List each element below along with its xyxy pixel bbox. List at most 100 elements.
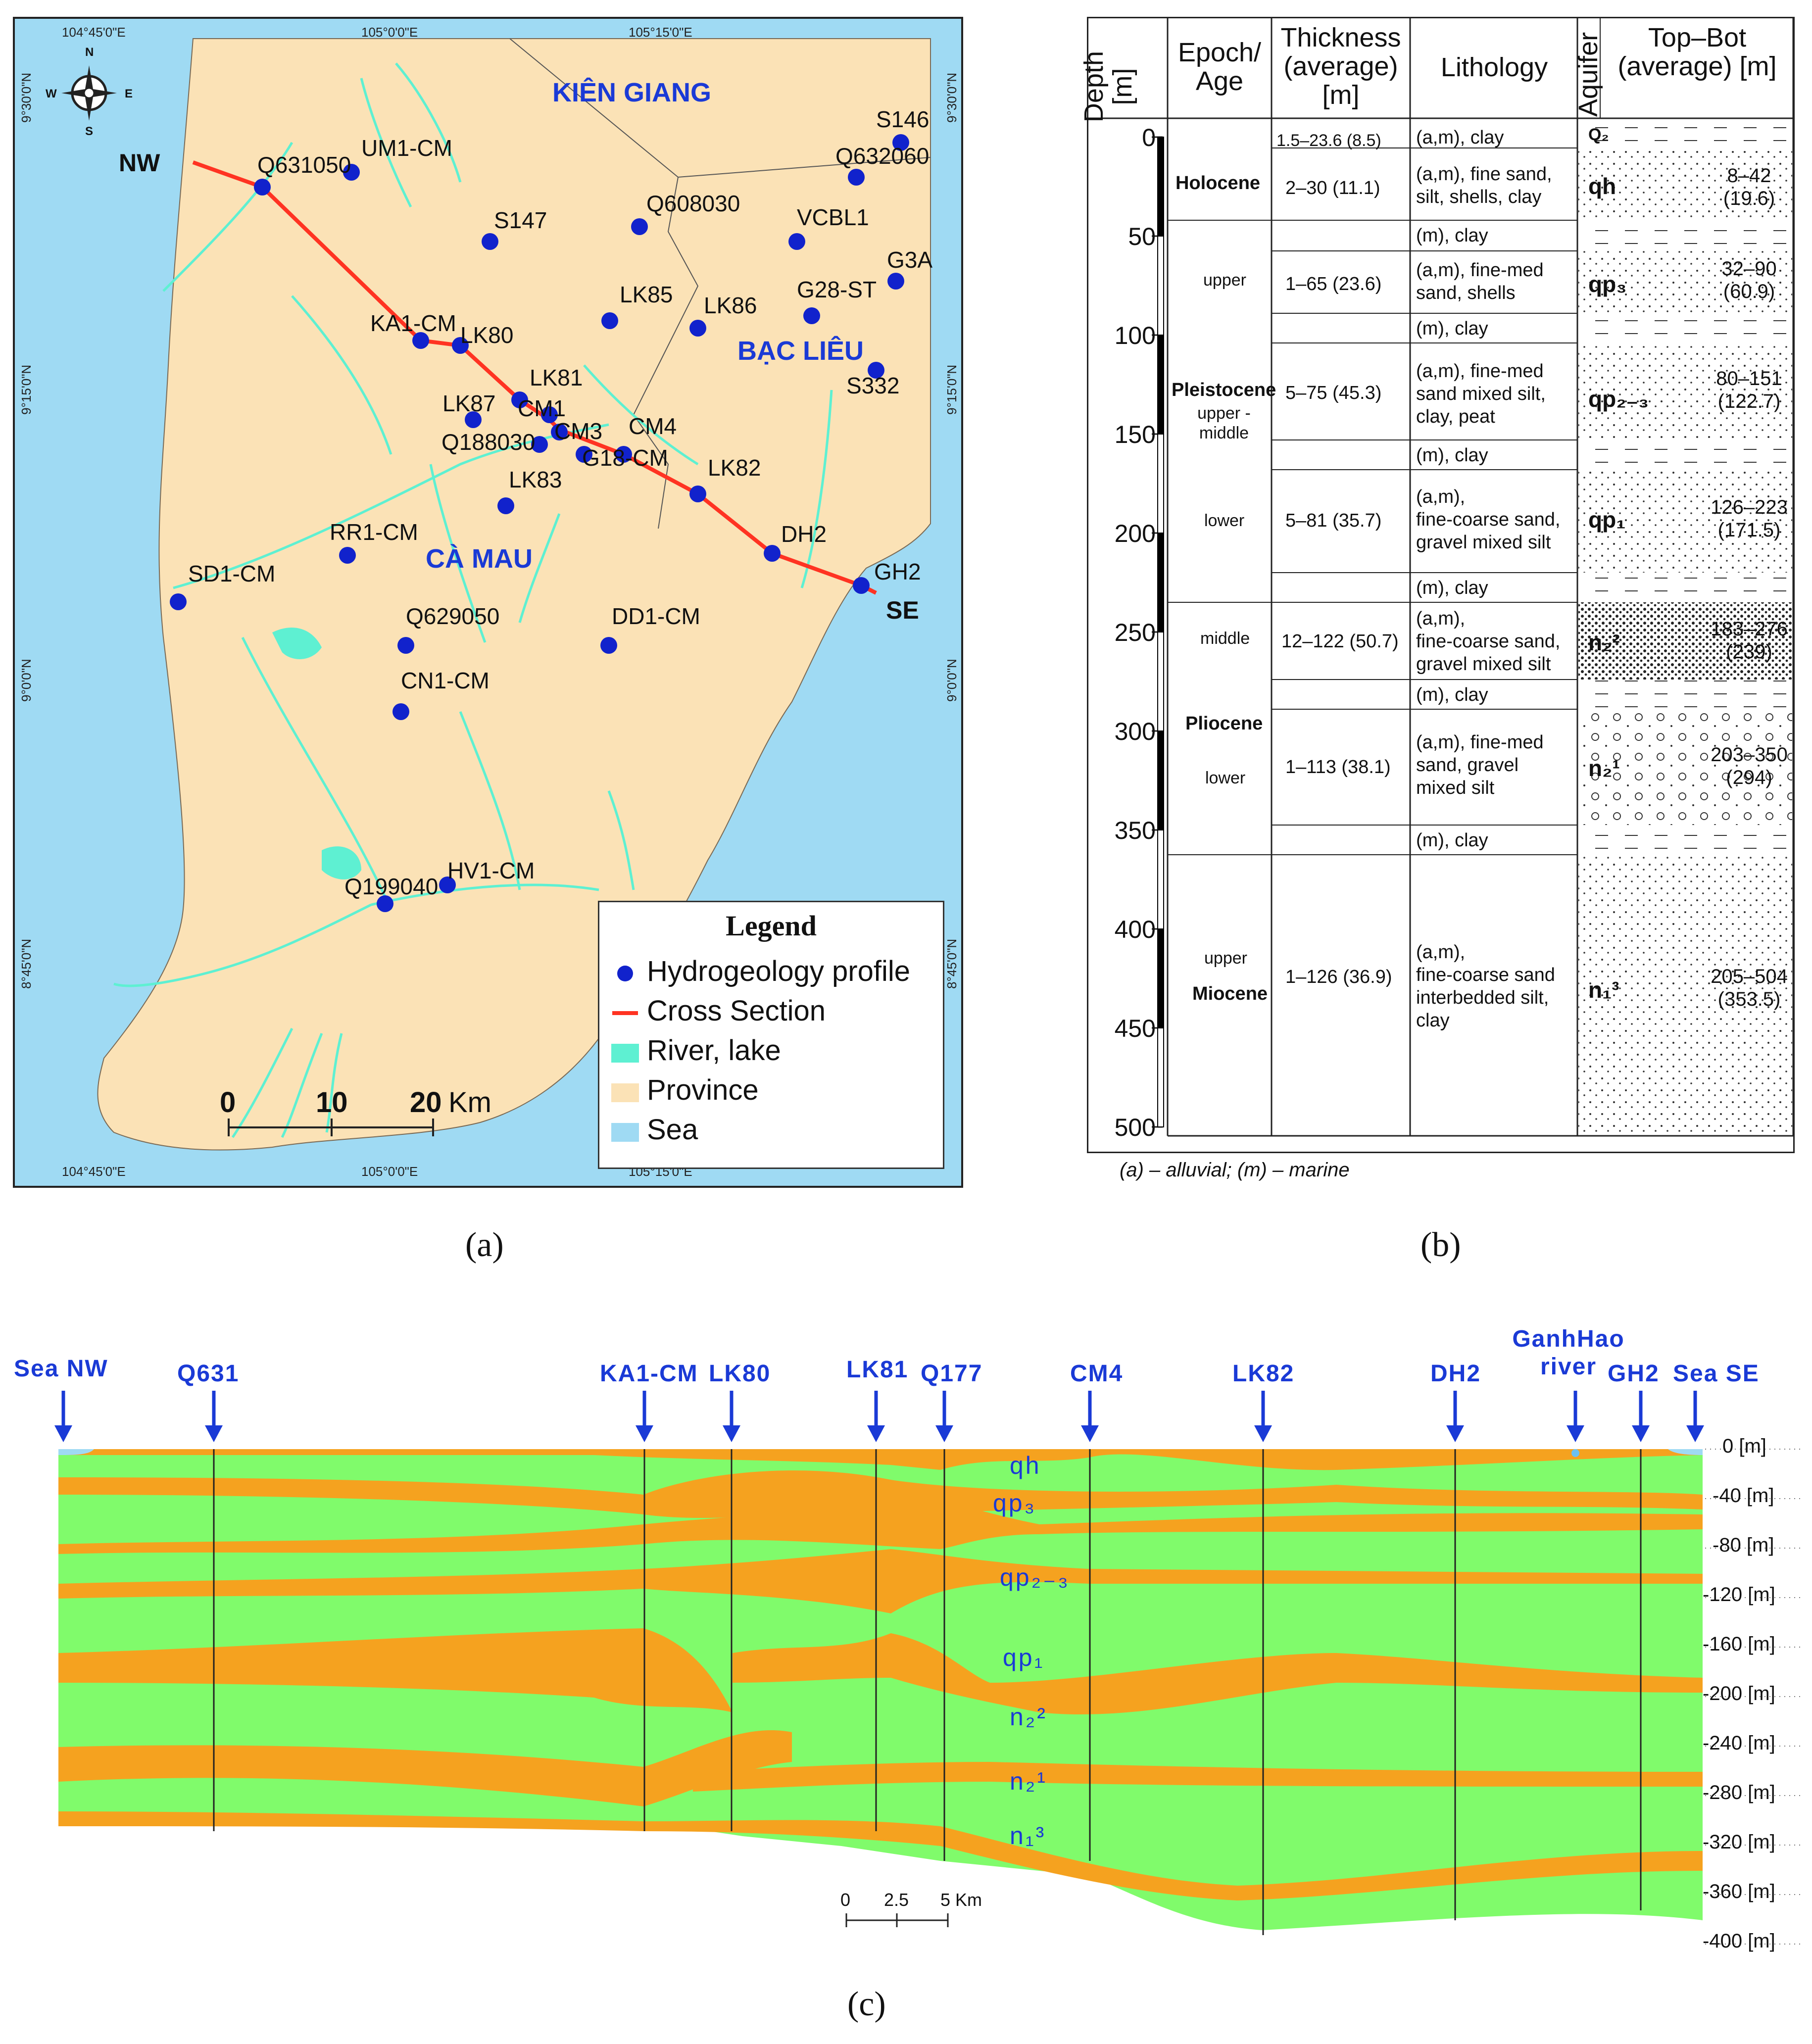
thickness-n21: 1–113 (38.1)	[1285, 757, 1391, 778]
litho-clay	[1578, 440, 1792, 470]
lithology-line: mixed silt	[1416, 778, 1495, 798]
section-aquifer-qh: qh	[1010, 1452, 1041, 1479]
depth-scale-segment	[1157, 137, 1164, 237]
aquifer-n22: n₂²	[1588, 630, 1620, 655]
coord-bottom-1: 104°45'0"E	[62, 1164, 126, 1179]
compass-w: W	[46, 87, 57, 100]
band-qp23-upper	[58, 1485, 1703, 1554]
section-depth-label: -120 [m]	[1703, 1584, 1775, 1606]
province-label-kiengiang: KIÊN GIANG	[552, 78, 712, 107]
depth-tick: 100	[1114, 322, 1156, 349]
well-marker	[497, 497, 514, 514]
well-markers	[170, 134, 909, 912]
lithology-line: (a,m),	[1416, 942, 1466, 963]
well-label: LK82	[708, 455, 761, 481]
section-label-sea-nw: Sea NW	[14, 1356, 108, 1382]
map-panel: 104°45'0"E 105°0'0"E 105°15'0"E 104°45'0…	[13, 17, 963, 1188]
header-aquifer: Aquifer	[1573, 32, 1603, 117]
header-thickness: Thickness (average) [m]	[1280, 23, 1401, 110]
litho-n21	[1578, 709, 1792, 825]
ganhhao-river-mark	[1571, 1449, 1579, 1457]
well-marker	[689, 486, 706, 502]
thickness-n22: 12–122 (50.7)	[1281, 631, 1399, 652]
down-arrow-head	[1632, 1425, 1650, 1442]
well-label: G18-CM	[582, 445, 668, 471]
lithology-line: sand mixed silt,	[1416, 384, 1546, 404]
range-average: (294)	[1726, 767, 1772, 788]
section-depth-label: -240 [m]	[1703, 1732, 1775, 1754]
down-arrow-head	[54, 1425, 72, 1442]
well-marker	[848, 169, 865, 186]
legend-item-province: Province	[647, 1074, 759, 1106]
range-average: (60.9)	[1723, 281, 1775, 302]
depth-tick: 450	[1114, 1015, 1156, 1042]
down-arrow-head	[1686, 1425, 1704, 1442]
map-legend: Legend Hydrogeology profile Cross Sectio…	[598, 901, 944, 1169]
down-arrow-head	[935, 1425, 953, 1442]
sea-se	[1668, 1449, 1703, 1455]
well-label: UM1-CM	[361, 135, 452, 161]
depth-tick: 0	[1142, 124, 1156, 151]
alluvial-marine-note: (a) – alluvial; (m) – marine	[1120, 1159, 1350, 1181]
lithology-line: (m), clay	[1416, 318, 1488, 339]
depth-tick: 400	[1114, 916, 1156, 943]
section-aquifer-n13: n₁³	[1010, 1822, 1046, 1849]
well-label: Q631050	[257, 152, 351, 178]
well-label: G3A	[887, 247, 933, 273]
lithology-line: (a,m),	[1416, 608, 1466, 629]
litho-qp3	[1578, 251, 1792, 313]
section-well-lines	[213, 1449, 1642, 1935]
cross-section-line	[192, 160, 877, 595]
down-arrow-head	[636, 1425, 653, 1442]
band-qp1-west	[58, 1628, 733, 1712]
lithology-line: (m), clay	[1416, 684, 1488, 705]
thickness-qh: 2–30 (11.1)	[1285, 178, 1380, 198]
well-label: S147	[494, 207, 547, 233]
lake-shape	[272, 628, 322, 659]
section-depth-label: -200 [m]	[1703, 1683, 1775, 1704]
range-top-bot: 183–276	[1711, 618, 1788, 640]
litho-clay	[1578, 680, 1792, 709]
boundary-baclieu	[633, 177, 699, 529]
well-label: S332	[846, 373, 900, 398]
range-average: (171.5)	[1717, 519, 1781, 541]
well-marker	[482, 233, 498, 250]
well-label: CM1	[518, 395, 566, 421]
coord-right-3: 9°0'0"N	[944, 659, 959, 702]
section-label-gh2: GH2	[1608, 1361, 1660, 1387]
section-label-q631: Q631	[177, 1361, 240, 1387]
thickness-q2: 1.5–23.6 (8.5)	[1276, 131, 1381, 150]
lithology-line: fine-coarse sand,	[1416, 631, 1561, 652]
litho-qp23	[1578, 343, 1792, 440]
well-label: LK81	[530, 365, 583, 390]
well-marker	[551, 424, 568, 440]
well-label: DH2	[781, 521, 827, 547]
well-marker	[615, 446, 632, 463]
header-depth: Depth [m]	[1079, 50, 1137, 123]
strat-column-panel: Depth [m] Epoch/ Age Thickness (average)…	[1079, 17, 1795, 1153]
aquifer-qp23: qp₂₋₃	[1588, 386, 1649, 412]
section-depth-label: -40 [m]	[1713, 1485, 1774, 1507]
age-upper-2: upper	[1204, 949, 1247, 968]
compass-s: S	[85, 125, 94, 138]
lithology-line: (m), clay	[1416, 225, 1488, 246]
aquifer-bands	[58, 1449, 1703, 1900]
section-scale-2-5: 2.5	[884, 1890, 909, 1910]
header-top-bot: Top–Bot (average) [m]	[1617, 23, 1777, 81]
well-marker	[689, 320, 706, 337]
lake-shape-south	[322, 846, 361, 879]
well-label: RR1-CM	[330, 519, 418, 545]
band-n22-west	[58, 1730, 792, 1806]
litho-clay	[1578, 573, 1792, 602]
scale-tick-0: 0	[220, 1086, 236, 1119]
lithology-line: (a,m), fine sand,	[1416, 164, 1552, 185]
band-qh	[58, 1449, 1703, 1470]
well-marker	[887, 273, 904, 290]
litho-qp1	[1578, 470, 1792, 573]
well-label: Q188030	[441, 429, 536, 455]
province-label-baclieu: BẠC LIÊU	[737, 336, 864, 366]
lithology-line: (a,m), fine-med	[1416, 260, 1544, 281]
map-scale-bar	[228, 1119, 434, 1136]
aquifer-q2: Q₂	[1588, 125, 1609, 144]
thickness-n13: 1–126 (36.9)	[1285, 967, 1392, 987]
